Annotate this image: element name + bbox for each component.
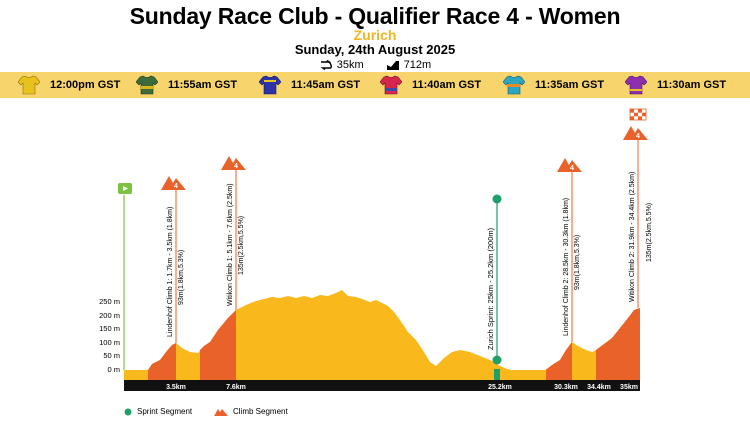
jersey-blue-icon — [259, 75, 281, 95]
jersey-teal-icon — [503, 75, 525, 95]
sprint-label: Zurich Sprint: 25km - 25.2km (200m) — [486, 227, 495, 350]
km-marker: 25.2km — [488, 384, 512, 391]
start-time: 11:55am GST — [168, 79, 238, 91]
sprint-marker-bottom — [492, 355, 502, 365]
jersey-purple-icon — [625, 75, 647, 95]
climb-marker: 4 Witikon Climb 1: 5.1km - 7.6km (2.5km)… — [221, 156, 246, 310]
km-marker: 35km — [620, 384, 638, 391]
y-axis-label: 50 m — [103, 351, 120, 360]
elevation-value: 712m — [403, 59, 432, 71]
climb-category: 4 — [570, 165, 574, 172]
finish-flag-icon — [629, 108, 647, 121]
sprint-segment — [494, 369, 500, 380]
climb-category: 4 — [636, 133, 640, 140]
climb-legend-icon — [214, 408, 228, 416]
start-times-bar: 12:00pm GST 11:55am GST 11:45am GST 11:4… — [0, 72, 750, 98]
legend-sprint-label: Sprint Segment — [137, 407, 193, 416]
climb-category-icon — [221, 156, 246, 170]
km-marker: 7.6km — [226, 384, 246, 391]
race-title: Sunday Race Club - Qualifier Race 4 - Wo… — [129, 3, 621, 29]
start-time-item: 11:35am GST — [503, 74, 604, 96]
jersey-green-icon — [136, 75, 158, 95]
y-axis-label: 150 m — [99, 324, 120, 333]
elevation-profile: 250 m 200 m 150 m 100 m 50 m 0 m Zurich … — [99, 108, 653, 391]
race-date: Sunday, 24th August 2025 — [294, 42, 456, 57]
legend-sprint: Sprint Segment — [124, 407, 192, 416]
distance-value: 35km — [336, 59, 364, 71]
y-axis-label: 250 m — [99, 297, 120, 306]
start-time: 11:45am GST — [291, 79, 361, 91]
climb-label: Witikon Climb 1: 5.1km - 7.6km (2.5km) — [227, 183, 234, 306]
distance-icon — [320, 60, 332, 70]
y-axis-label: 0 m — [107, 365, 120, 374]
start-time-item: 11:30am GST — [625, 74, 726, 96]
km-marker: 3.5km — [166, 384, 186, 391]
climb-label: Lindenhof Climb 1: 1.7km - 3.5km (1.8km) — [167, 207, 174, 337]
climb-stats: 93m(1.8km,5.3%) — [178, 250, 185, 305]
elevation-stat: 712m — [386, 59, 432, 71]
sprint-legend-icon — [124, 408, 132, 415]
legend-climb: Climb Segment — [214, 407, 288, 416]
climb-label: Witikon Climb 2: 31.9km - 34.4km (2.5km) — [629, 172, 636, 302]
distance-stat: 35km — [319, 59, 364, 71]
y-axis-label: 200 m — [99, 311, 120, 320]
start-time: 12:00pm GST — [50, 79, 121, 91]
y-axis-label: 100 m — [99, 338, 120, 347]
climb-marker: 4 Lindenhof Climb 2: 28.5km - 30.3km (1.… — [557, 158, 582, 342]
km-axis — [124, 380, 640, 391]
start-time-item: 11:40am GST — [380, 74, 481, 96]
climb-category-icon — [623, 126, 648, 140]
km-marker: 34.4km — [587, 384, 611, 391]
elevation-icon — [386, 61, 399, 70]
start-time-item: 11:45am GST — [259, 74, 360, 96]
sprint-marker-top — [492, 194, 502, 204]
climb-category: 4 — [234, 163, 238, 170]
race-stats: 35km 712m — [0, 59, 750, 71]
jersey-red-icon — [380, 75, 402, 95]
climb-category-icon — [161, 176, 186, 190]
start-time-item: 11:55am GST — [136, 74, 237, 96]
jersey-yellow-icon — [18, 75, 40, 95]
climb-stats: 135m(2.5km,5.5%) — [646, 203, 653, 262]
climb-label: Lindenhof Climb 2: 28.5km - 30.3km (1.8k… — [563, 198, 570, 336]
start-time: 11:30am GST — [657, 79, 727, 91]
climb-segment — [596, 308, 640, 380]
climb-stats: 93m(1.8km,5.3%) — [574, 235, 581, 290]
climb-segment — [148, 343, 176, 380]
legend-climb-label: Climb Segment — [233, 407, 288, 416]
start-time: 11:35am GST — [535, 79, 605, 91]
race-location: Zurich — [353, 27, 397, 43]
climb-category: 4 — [174, 183, 178, 190]
climb-segment — [200, 310, 236, 380]
climb-marker: 4 Witikon Climb 2: 31.9km - 34.4km (2.5k… — [623, 108, 653, 308]
play-glyph — [123, 186, 128, 191]
climb-category-icon — [557, 158, 582, 172]
start-time-item: 12:00pm GST — [18, 74, 120, 96]
start-time: 11:40am GST — [412, 79, 482, 91]
climb-marker: 4 Lindenhof Climb 1: 1.7km - 3.5km (1.8k… — [161, 176, 186, 343]
terrain-profile — [124, 290, 640, 380]
km-marker: 30.3km — [554, 384, 578, 391]
climb-segment — [546, 342, 572, 380]
climb-stats: 135m(2.5km,5.5%) — [238, 216, 245, 275]
